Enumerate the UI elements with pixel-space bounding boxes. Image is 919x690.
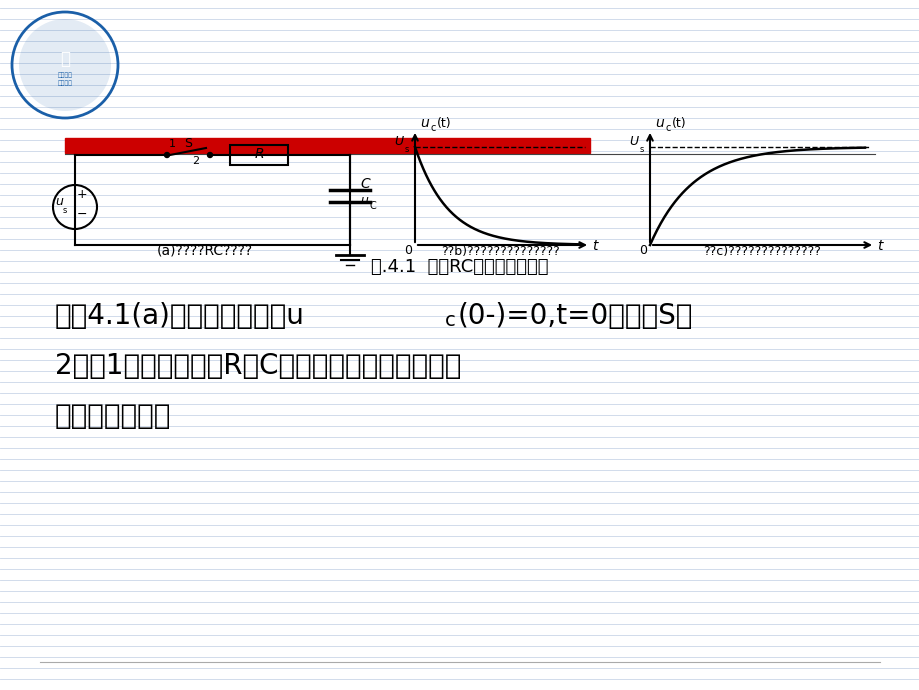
Circle shape [208,152,212,157]
Text: (0-)=0,t=0时开关S由: (0-)=0,t=0时开关S由 [458,302,693,330]
Text: 0: 0 [639,244,646,257]
Text: 1: 1 [168,139,176,149]
Text: (t): (t) [437,117,451,130]
Text: 工业学院: 工业学院 [57,80,73,86]
Text: −: − [76,208,87,221]
Circle shape [165,152,169,157]
Text: t: t [877,239,882,253]
Bar [65,138,589,153]
Text: (t): (t) [671,117,686,130]
Text: 2: 2 [192,156,199,166]
Text: U: U [629,135,638,148]
Text: 为零状态响应。: 为零状态响应。 [55,402,171,430]
Text: U: U [394,135,403,148]
Text: c: c [665,123,671,133]
Text: s: s [62,206,67,215]
Circle shape [19,19,111,111]
Text: s: s [404,145,409,154]
Text: 长春信息: 长春信息 [57,72,73,78]
Text: C: C [369,201,377,211]
Text: u: u [654,116,663,130]
Text: ⭐: ⭐ [60,50,70,68]
Text: (a)????RC????: (a)????RC???? [157,244,253,258]
Bar [230,145,288,165]
Text: u: u [55,195,62,208]
Text: S: S [184,137,192,150]
Text: 图.4.1  一阶RC电路及响应曲线: 图.4.1 一阶RC电路及响应曲线 [371,258,548,276]
Text: 2打向1，直流电源经R向C充电，此时，电路的响应: 2打向1，直流电源经R向C充电，此时，电路的响应 [55,352,460,380]
Text: R: R [254,147,264,161]
Text: 0: 0 [403,244,412,257]
Text: ??b)??????????????: ??b)?????????????? [440,245,559,258]
Text: t: t [592,239,597,253]
Text: c: c [445,311,455,330]
Text: s: s [639,145,643,154]
Text: +: + [76,188,87,201]
Text: C: C [359,177,369,191]
Text: 在图4.1(a)所示电路中，若u: 在图4.1(a)所示电路中，若u [55,302,304,330]
Text: ??c)??????????????: ??c)?????????????? [702,245,820,258]
Text: u: u [359,194,368,207]
Text: u: u [420,116,428,130]
Text: c: c [430,123,436,133]
